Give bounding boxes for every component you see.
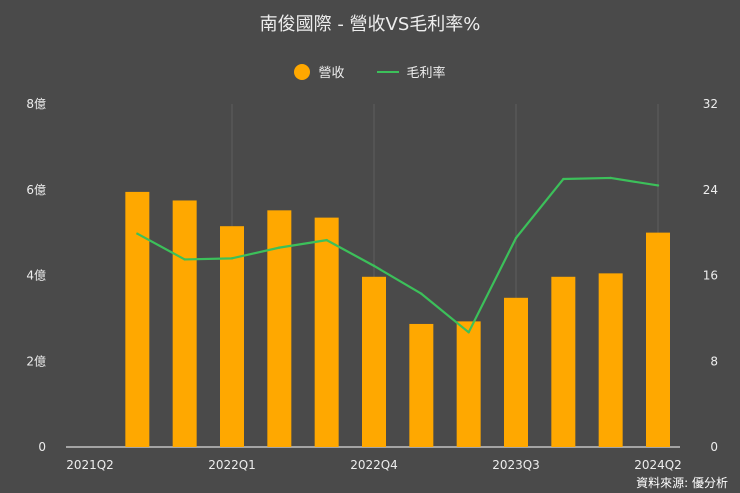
x-tick-label: 2022Q4	[350, 458, 398, 472]
legend-label-margin: 毛利率	[406, 66, 446, 81]
bar-revenue	[504, 297, 528, 447]
chart-title: 南俊國際 - 營收VS毛利率%	[259, 14, 481, 35]
y-right-tick-label: 8	[710, 354, 718, 368]
x-tick-label: 2021Q2	[66, 458, 114, 472]
point-margin	[325, 238, 328, 242]
point-margin	[183, 258, 186, 261]
y-left-tick-label: 0	[38, 440, 46, 454]
line-swatch-icon	[376, 70, 399, 73]
y-left-tick-label: 2億	[26, 354, 46, 368]
point-margin	[656, 184, 660, 187]
x-tick-label: 2024Q2	[634, 458, 682, 472]
x-tick-label: 2022Q1	[208, 458, 256, 472]
source-note: 資料來源: 優分析	[636, 476, 728, 490]
point-margin	[278, 246, 281, 249]
point-margin	[230, 257, 234, 260]
bar-revenue	[551, 276, 576, 447]
y-right-tick-label: 0	[710, 440, 718, 454]
point-margin	[609, 176, 612, 180]
bar-revenue	[598, 273, 623, 447]
point-margin	[514, 236, 518, 240]
legend-item-revenue[interactable]: 營收	[294, 62, 345, 81]
y-left-tick-label: 6億	[26, 183, 46, 197]
series-line-margin	[136, 176, 659, 334]
bar-revenue	[220, 226, 244, 447]
circle-swatch-icon	[294, 63, 311, 80]
point-margin	[136, 232, 139, 235]
y-left-tick-label: 8億	[26, 97, 46, 111]
point-margin	[467, 331, 470, 334]
bar-revenue	[409, 323, 434, 447]
y-right-tick-label: 16	[703, 269, 718, 283]
y-right-tick-label: 24	[703, 183, 718, 197]
bar-revenue	[456, 321, 481, 447]
point-margin	[420, 292, 423, 295]
y-right-tick-label: 32	[703, 97, 718, 111]
bar-revenue	[646, 232, 670, 447]
legend-item-margin[interactable]: 毛利率	[376, 62, 446, 81]
legend-label-revenue: 營收	[318, 66, 345, 81]
bar-revenue	[125, 191, 150, 447]
y-left-tick-label: 4億	[26, 269, 46, 283]
point-margin	[562, 177, 565, 181]
chart-legend: 營收 毛利率	[0, 62, 740, 81]
bar-revenue	[362, 276, 386, 447]
bar-revenue	[314, 217, 339, 447]
point-margin	[372, 264, 376, 268]
bar-revenue	[172, 200, 197, 447]
x-tick-label: 2023Q3	[492, 458, 540, 472]
